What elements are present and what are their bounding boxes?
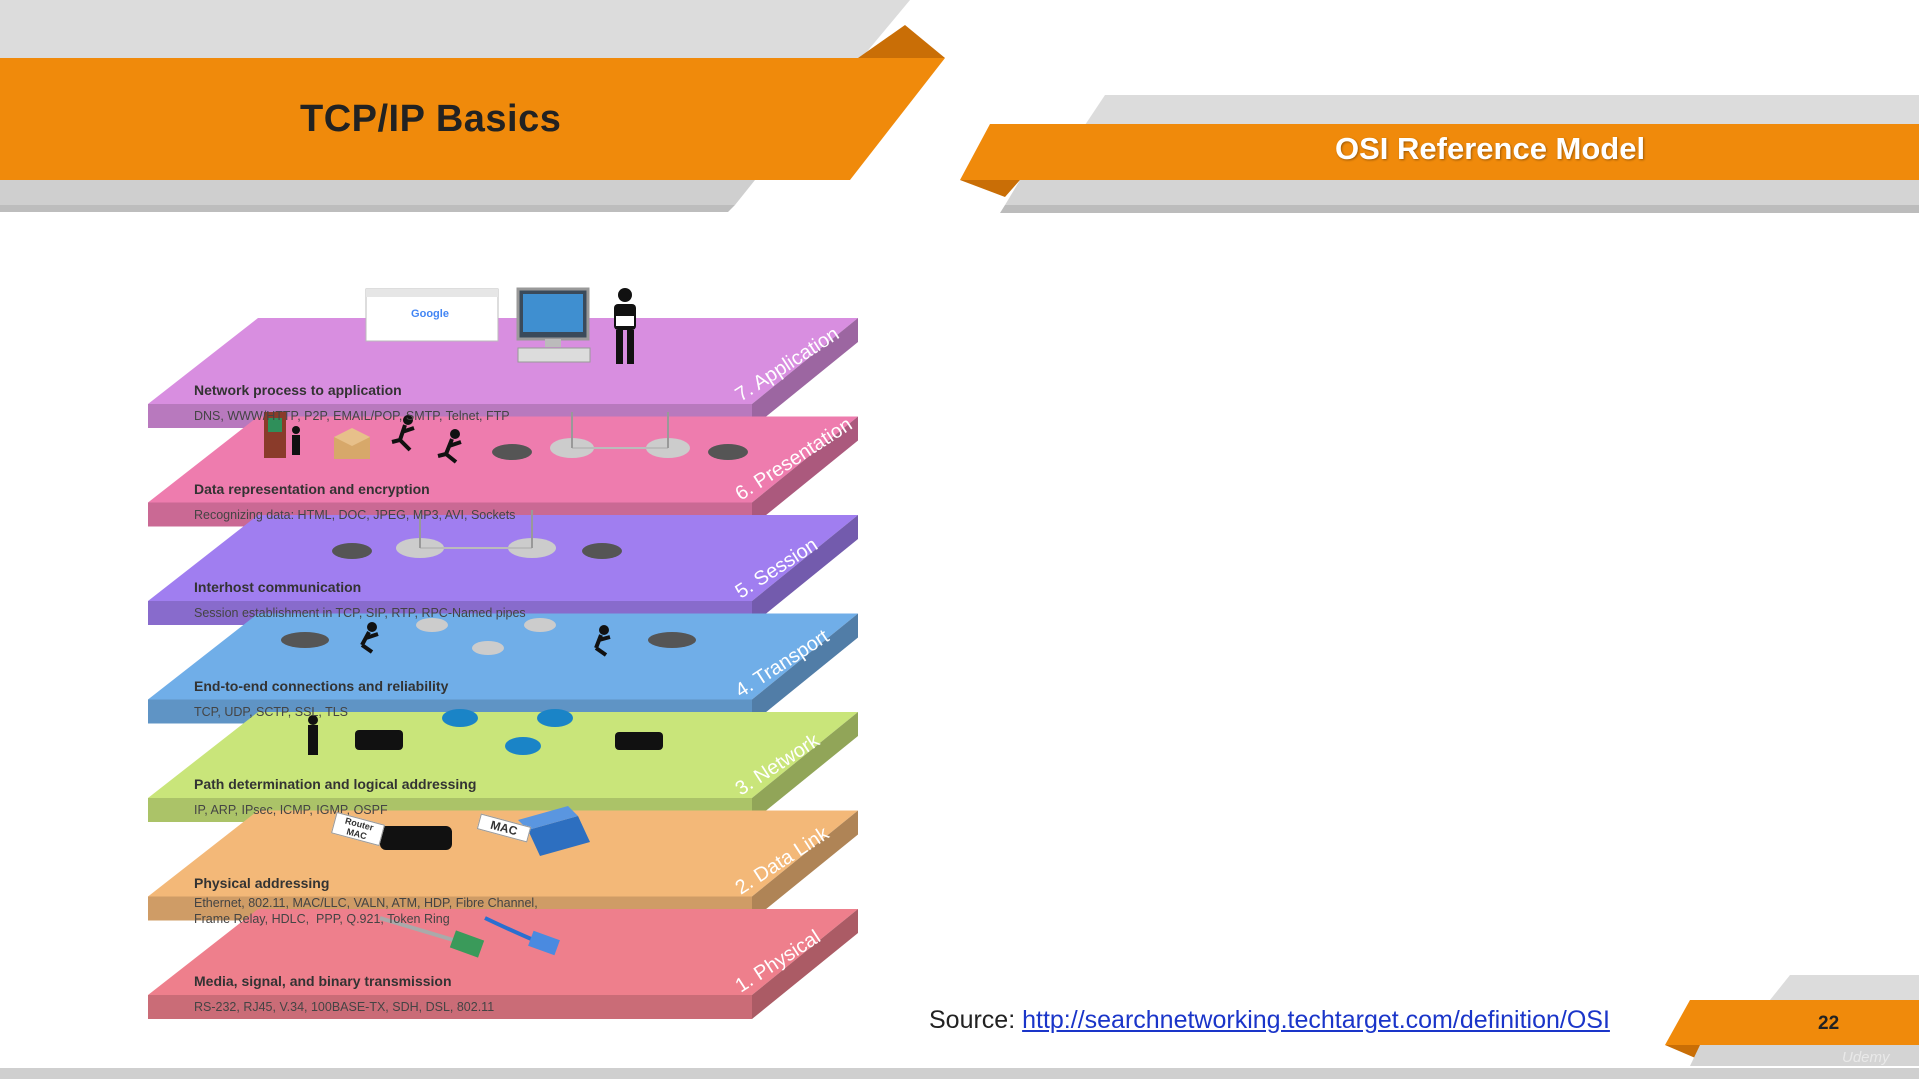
person-icon	[614, 288, 636, 364]
layer-description: Network process to application	[194, 382, 402, 398]
layer-protocols: Session establishment in TCP, SIP, RTP, …	[194, 606, 526, 620]
layer-top-face	[148, 712, 858, 798]
access-point-icon	[492, 412, 748, 460]
vending-machine-icon	[264, 412, 300, 458]
layer-protocols: RS-232, RJ45, V.34, 100BASE-TX, SDH, DSL…	[194, 1000, 495, 1014]
layer-protocols: Ethernet, 802.11, MAC/LLC, VALN, ATM, HD…	[194, 895, 538, 926]
browser-window-icon	[365, 288, 499, 342]
layer-side-face	[752, 909, 858, 1019]
layer-protocols: DNS, WWW/HTTP, P2P, EMAIL/POP, SMTP, Tel…	[194, 409, 510, 423]
layer-top-face	[148, 909, 858, 995]
layer-protocols: Recognizing data: HTML, DOC, JPEG, MP3, …	[194, 507, 516, 522]
layer-side-face	[752, 810, 858, 921]
page-number: 22	[1818, 1013, 1840, 1034]
google-label: Google	[411, 308, 449, 320]
source-label: Source:	[929, 1006, 1023, 1034]
layer-top-face	[148, 810, 858, 897]
section-subtitle: OSI Reference Model	[1335, 131, 1646, 166]
package-icon	[334, 428, 370, 459]
running-person-icon	[360, 622, 611, 657]
ethernet-cable-icon	[379, 916, 560, 958]
running-person-icon	[391, 415, 462, 464]
monitor-icon	[516, 287, 591, 363]
layer-protocols: TCP, UDP, SCTP, SSL, TLS	[194, 704, 349, 719]
layer-top-face	[148, 416, 858, 503]
layer-description: Media, signal, and binary transmission	[194, 973, 452, 989]
access-point-icon	[332, 510, 622, 559]
layer-side-face	[752, 416, 858, 527]
layer-side-face	[752, 318, 858, 428]
layer-side-face	[752, 515, 858, 625]
layer-side-face	[752, 712, 858, 822]
layer-description: Path determination and logical addressin…	[194, 776, 477, 792]
layer-protocols: IP, ARP, IPsec, ICMP, IGMP, OSPF	[194, 803, 388, 817]
layer-side-face	[752, 613, 858, 724]
layer-top-face	[148, 318, 858, 404]
layer-description: End-to-end connections and reliability	[194, 677, 449, 694]
switch-icon	[380, 806, 590, 856]
router-icon	[308, 709, 663, 755]
watermark-logo: Udemy	[1842, 1049, 1890, 1066]
layer-front-face	[148, 995, 752, 1019]
layer-description: Data representation and encryption	[194, 480, 430, 497]
wireless-router-icon	[281, 618, 696, 655]
layer-top-face	[148, 515, 858, 601]
layer-description: Physical addressing	[194, 874, 330, 891]
page-title: TCP/IP Basics	[300, 98, 562, 140]
layer-description: Interhost communication	[194, 579, 362, 595]
source-citation: Source: http://searchnetworking.techtarg…	[929, 1006, 1610, 1035]
source-link[interactable]: http://searchnetworking.techtarget.com/d…	[1022, 1006, 1610, 1034]
